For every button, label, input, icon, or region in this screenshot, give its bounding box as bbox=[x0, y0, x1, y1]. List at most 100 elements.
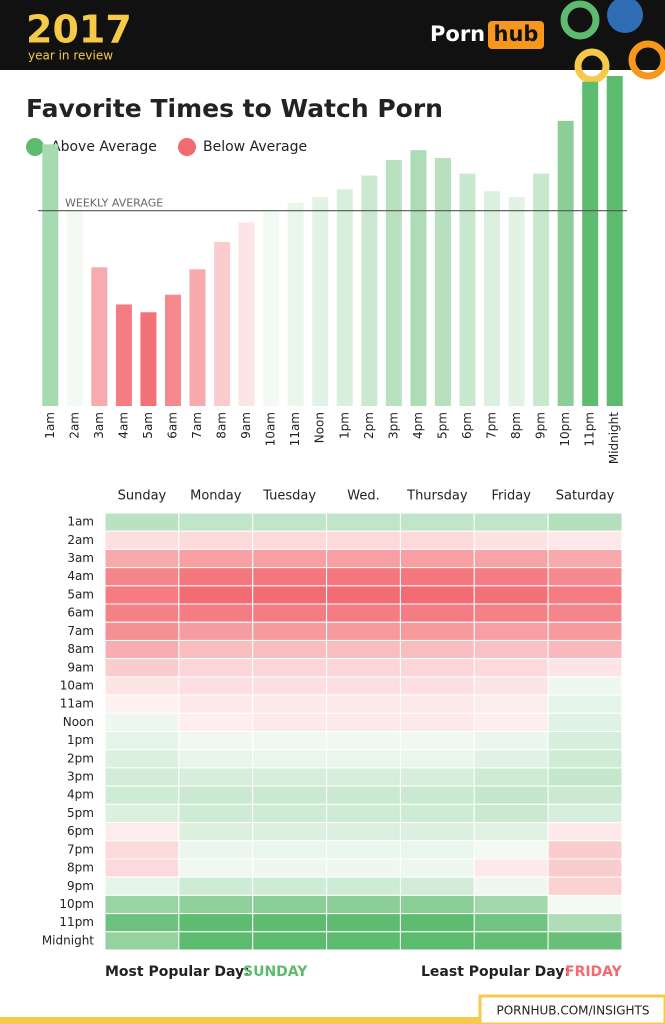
x-tick-label: 8pm bbox=[509, 412, 523, 439]
heat-cell bbox=[473, 876, 549, 896]
heat-cell bbox=[178, 530, 254, 550]
heat-cell bbox=[547, 548, 623, 569]
heat-cell bbox=[252, 585, 328, 605]
bar bbox=[91, 267, 108, 406]
bar bbox=[606, 75, 623, 406]
heat-cell bbox=[547, 621, 623, 641]
row-label: 2am bbox=[67, 533, 94, 547]
heat-cell bbox=[399, 676, 475, 696]
heat-cell bbox=[399, 767, 475, 787]
heat-cell bbox=[326, 767, 401, 787]
heat-cell bbox=[252, 694, 328, 714]
heat-cell bbox=[104, 512, 180, 532]
heat-cell bbox=[473, 567, 549, 587]
bar bbox=[164, 294, 181, 406]
heat-cell bbox=[178, 767, 254, 787]
heat-cell bbox=[547, 512, 623, 532]
bar bbox=[508, 197, 525, 406]
column-label: Saturday bbox=[556, 489, 615, 504]
heat-cell bbox=[399, 803, 475, 824]
x-tick-label: 4pm bbox=[411, 412, 425, 439]
heat-cell bbox=[547, 822, 623, 842]
heat-cell bbox=[326, 639, 401, 660]
row-label: 11am bbox=[60, 697, 94, 711]
bar bbox=[484, 191, 501, 406]
heat-cell bbox=[104, 712, 180, 733]
heat-cell bbox=[399, 530, 475, 550]
bar bbox=[263, 210, 280, 406]
heat-cell bbox=[399, 658, 475, 678]
legend-swatch bbox=[178, 138, 196, 156]
row-label: 10am bbox=[60, 678, 94, 692]
heat-cell bbox=[326, 822, 401, 842]
heat-cell bbox=[104, 603, 180, 623]
heat-cell bbox=[399, 639, 475, 660]
bar bbox=[140, 312, 157, 406]
heat-cell bbox=[178, 749, 254, 769]
heat-cell bbox=[547, 785, 623, 805]
header-band bbox=[0, 0, 665, 70]
heat-cell bbox=[104, 694, 180, 714]
heat-cell bbox=[252, 749, 328, 769]
footer-tab bbox=[478, 994, 665, 1024]
bar bbox=[582, 81, 599, 406]
heat-cell bbox=[547, 639, 623, 660]
row-label: 8pm bbox=[67, 861, 94, 875]
bar bbox=[214, 241, 231, 406]
footer-stripe bbox=[0, 1017, 665, 1024]
heat-cell bbox=[473, 621, 549, 641]
most-value: SUNDAY bbox=[243, 964, 308, 980]
heat-cell bbox=[178, 676, 254, 696]
heat-cell bbox=[252, 621, 328, 641]
x-tick-label: 5pm bbox=[435, 412, 449, 439]
heat-cell bbox=[104, 639, 180, 660]
row-label: Midnight bbox=[42, 933, 94, 947]
x-tick-label: 3pm bbox=[386, 412, 400, 439]
year: 2017 bbox=[26, 8, 132, 52]
decoration bbox=[560, 0, 600, 40]
logo-left: Porn bbox=[430, 22, 485, 46]
chart-title: Favorite Times to Watch Porn bbox=[26, 94, 443, 123]
heat-cell bbox=[326, 913, 401, 933]
heat-cell bbox=[326, 694, 401, 714]
heat-cell bbox=[104, 894, 180, 915]
heat-cell bbox=[473, 858, 549, 878]
heat-cell bbox=[473, 512, 549, 532]
row-label: 5am bbox=[67, 587, 94, 601]
most-label: Most Popular Day: bbox=[105, 964, 250, 980]
heat-cell bbox=[252, 567, 328, 587]
x-tick-label: 4am bbox=[116, 412, 130, 439]
heat-cell bbox=[104, 585, 180, 605]
heat-cell bbox=[326, 731, 401, 751]
row-label: 1pm bbox=[67, 733, 94, 747]
heat-cell bbox=[473, 694, 549, 714]
row-label: 5pm bbox=[67, 806, 94, 820]
heat-cell bbox=[252, 512, 328, 532]
bar bbox=[312, 197, 329, 406]
row-label: 9am bbox=[67, 660, 94, 674]
heat-cell bbox=[252, 894, 328, 915]
legend-swatch bbox=[26, 138, 44, 156]
heat-cell bbox=[547, 731, 623, 751]
heat-cell bbox=[473, 676, 549, 696]
heat-cell bbox=[326, 749, 401, 769]
heat-cell bbox=[178, 840, 254, 860]
heat-cell bbox=[252, 731, 328, 751]
heat-cell bbox=[399, 858, 475, 878]
heat-cell bbox=[473, 639, 549, 660]
heat-cell bbox=[178, 894, 254, 915]
heat-cell bbox=[252, 785, 328, 805]
row-label: 7am bbox=[67, 624, 94, 638]
heat-cell bbox=[399, 694, 475, 714]
heat-cell bbox=[473, 894, 549, 915]
bar bbox=[533, 173, 550, 406]
logo-box bbox=[488, 21, 544, 49]
x-tick-label: 5am bbox=[141, 412, 155, 439]
heat-cell bbox=[104, 767, 180, 787]
heat-cell bbox=[104, 785, 180, 805]
column-label: Monday bbox=[190, 489, 242, 504]
heat-cell bbox=[399, 894, 475, 915]
heat-cell bbox=[473, 603, 549, 623]
heat-cell bbox=[252, 603, 328, 623]
